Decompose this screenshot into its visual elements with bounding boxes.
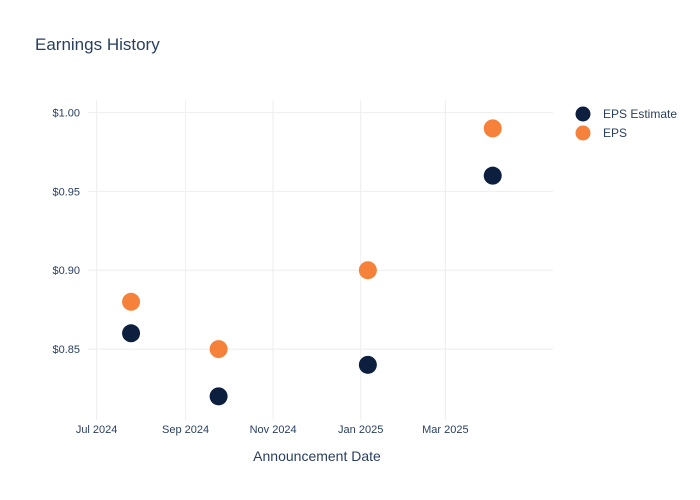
chart-title: Earnings History: [35, 35, 160, 54]
legend-marker: [575, 106, 591, 122]
point-eps[interactable]: [483, 119, 502, 138]
point-eps-estimate[interactable]: [483, 166, 502, 185]
point-eps[interactable]: [209, 340, 228, 359]
legend-marker: [575, 125, 591, 141]
point-eps-estimate[interactable]: [358, 355, 377, 374]
point-eps-estimate[interactable]: [122, 324, 141, 343]
y-tick-label: $0.90: [52, 265, 80, 277]
x-tick-label: Sep 2024: [162, 424, 209, 436]
grid-lines: [88, 100, 553, 420]
x-tick-label: Jul 2024: [76, 424, 118, 436]
legend[interactable]: EPS Estimate EPS: [575, 106, 678, 141]
legend-label: EPS: [603, 126, 627, 140]
y-axis-ticks: $0.85 $0.90 $0.95 $1.00: [52, 108, 80, 356]
x-axis-ticks: Jul 2024 Sep 2024 Nov 2024 Jan 2025 Mar 2025: [76, 424, 469, 436]
point-eps[interactable]: [122, 292, 141, 311]
x-tick-label: Mar 2025: [422, 424, 468, 436]
x-tick-label: Jan 2025: [338, 424, 383, 436]
legend-label: EPS Estimate: [603, 107, 677, 121]
data-points: [122, 119, 502, 406]
point-eps[interactable]: [358, 261, 377, 280]
y-tick-label: $1.00: [52, 108, 80, 120]
x-tick-label: Nov 2024: [250, 424, 297, 436]
x-axis-title: Announcement Date: [253, 448, 381, 464]
y-tick-label: $0.95: [52, 186, 80, 198]
point-eps-estimate[interactable]: [209, 387, 228, 406]
y-tick-label: $0.85: [52, 344, 80, 356]
